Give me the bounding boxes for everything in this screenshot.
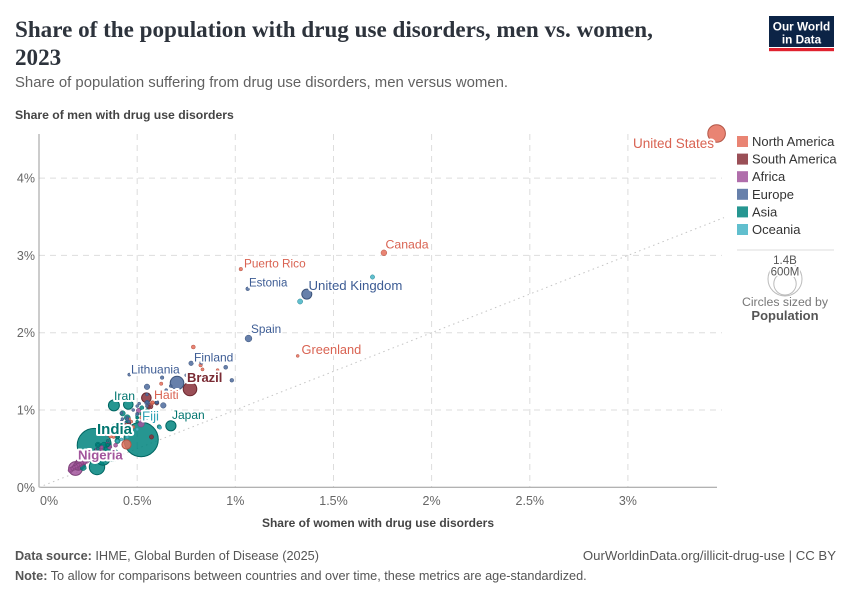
svg-text:4%: 4% [17, 172, 35, 186]
svg-text:South America: South America [752, 152, 837, 167]
svg-text:Estonia: Estonia [249, 278, 288, 290]
svg-text:Canada: Canada [386, 238, 429, 252]
svg-text:in Data: in Data [782, 33, 822, 47]
svg-text:3%: 3% [619, 494, 637, 508]
svg-text:1%: 1% [17, 404, 35, 418]
svg-text:OurWorldinData.org/illicit-dru: OurWorldinData.org/illicit-drug-use | CC… [583, 548, 836, 563]
svg-text:2.5%: 2.5% [516, 494, 545, 508]
svg-text:Fiji: Fiji [142, 409, 159, 424]
svg-text:North America: North America [752, 134, 835, 149]
svg-text:Share of the population with d: Share of the population with drug use di… [15, 16, 653, 42]
svg-text:Note: To allow for comparisons: Note: To allow for comparisons between c… [15, 569, 587, 583]
svg-text:2%: 2% [17, 326, 35, 340]
svg-text:Africa: Africa [752, 169, 786, 184]
svg-text:Brazil: Brazil [187, 370, 222, 385]
svg-text:Our World: Our World [773, 20, 830, 34]
svg-text:Share of women with drug use d: Share of women with drug use disorders [262, 516, 494, 530]
svg-text:United States: United States [633, 136, 714, 151]
svg-text:1.5%: 1.5% [319, 494, 348, 508]
svg-text:0%: 0% [17, 481, 35, 495]
svg-text:1%: 1% [226, 494, 244, 508]
svg-text:India: India [97, 421, 133, 438]
svg-text:600M: 600M [771, 267, 800, 279]
svg-text:1.4B: 1.4B [773, 255, 797, 267]
svg-text:United Kingdom: United Kingdom [309, 278, 403, 293]
svg-text:Spain: Spain [251, 322, 281, 336]
svg-text:3%: 3% [17, 249, 35, 263]
svg-text:Nigeria: Nigeria [78, 448, 123, 463]
svg-text:Asia: Asia [752, 204, 778, 219]
svg-text:Circles sized by: Circles sized by [742, 295, 829, 309]
svg-text:Japan: Japan [172, 408, 205, 422]
svg-text:Puerto Rico: Puerto Rico [244, 257, 306, 271]
svg-text:Haiti: Haiti [154, 388, 179, 402]
svg-text:Population: Population [751, 308, 818, 323]
svg-text:Finland: Finland [194, 351, 233, 365]
svg-text:2023: 2023 [15, 44, 61, 70]
svg-text:Greenland: Greenland [302, 342, 362, 357]
svg-text:0.5%: 0.5% [123, 494, 152, 508]
svg-text:Europe: Europe [752, 187, 794, 202]
svg-text:Data source: IHME, Global Burd: Data source: IHME, Global Burden of Dise… [15, 549, 319, 563]
svg-text:Share of men with drug use dis: Share of men with drug use disorders [15, 108, 234, 122]
svg-text:0%: 0% [40, 494, 58, 508]
svg-text:Oceania: Oceania [752, 222, 801, 237]
svg-text:2%: 2% [423, 494, 441, 508]
svg-text:Lithuania: Lithuania [131, 363, 180, 377]
svg-text:Share of population suffering: Share of population suffering from drug … [15, 75, 508, 91]
svg-text:Iran: Iran [114, 389, 135, 403]
